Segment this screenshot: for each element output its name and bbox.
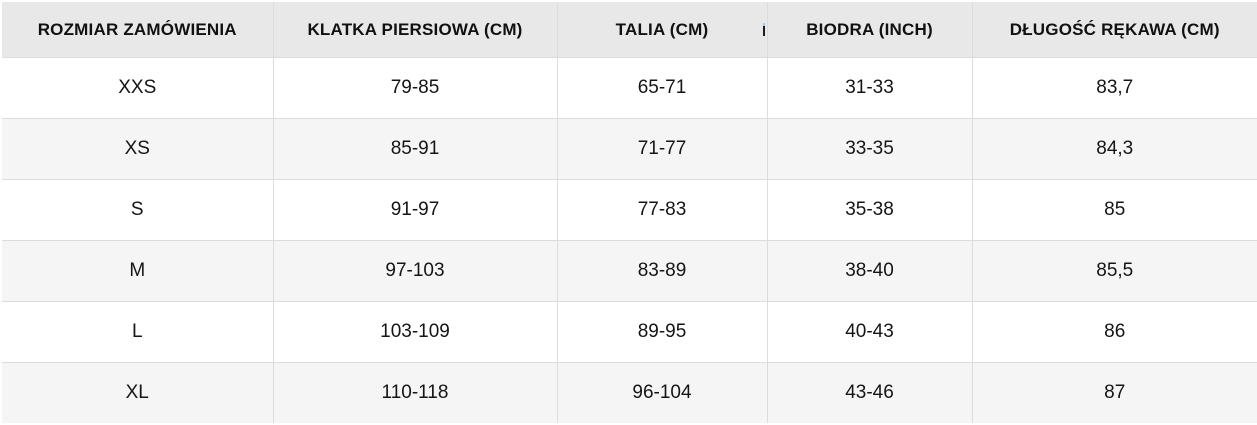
measurement-cell: 85,5 <box>971 240 1257 302</box>
measurement-cell: 31-33 <box>766 57 973 119</box>
size-cell: XXS <box>2 57 274 119</box>
measurement-cell: 91-97 <box>272 179 558 241</box>
measurement-cell: 43-46 <box>766 362 973 423</box>
measurement-cell: 33-35 <box>766 118 973 180</box>
table-header: ROZMIAR ZAMÓWIENIA KLATKA PIERSIOWA (CM)… <box>2 2 1257 58</box>
measurement-cell: 79-85 <box>272 57 558 119</box>
measurement-cell: 96-104 <box>556 362 768 423</box>
table-row: M 97-103 83-89 38-40 85,5 <box>2 240 1257 302</box>
measurement-cell: 71-77 <box>556 118 768 180</box>
size-cell: XL <box>2 362 274 423</box>
column-header-biodra: BIODRA (INCH) <box>766 2 973 58</box>
table-body: XXS 79-85 65-71 31-33 83,7 XS 85-91 71-77 33-35 8… <box>2 57 1257 423</box>
size-cell: L <box>2 301 274 363</box>
measurement-cell: 65-71 <box>556 57 768 119</box>
size-cell: S <box>2 179 274 241</box>
measurement-cell: 110-118 <box>272 362 558 423</box>
column-header-klatka-piersiowa: KLATKA PIERSIOWA (CM) <box>272 2 558 58</box>
size-cell: M <box>2 240 274 302</box>
column-header-rozmiar-zamowienia: ROZMIAR ZAMÓWIENIA <box>2 2 274 58</box>
table-row: S 91-97 77-83 35-38 85 <box>2 179 1257 241</box>
table-row: L 103-109 89-95 40-43 86 <box>2 301 1257 363</box>
measurement-cell: 35-38 <box>766 179 973 241</box>
measurement-cell: 85-91 <box>272 118 558 180</box>
measurement-cell: 83-89 <box>556 240 768 302</box>
clipped-glyph-fragment <box>763 23 765 36</box>
measurement-cell: 89-95 <box>556 301 768 363</box>
measurement-cell: 86 <box>971 301 1257 363</box>
table-row: XS 85-91 71-77 33-35 84,3 <box>2 118 1257 180</box>
header-row: ROZMIAR ZAMÓWIENIA KLATKA PIERSIOWA (CM)… <box>2 2 1257 58</box>
measurement-cell: 38-40 <box>766 240 973 302</box>
measurement-cell: 87 <box>971 362 1257 423</box>
table-row: XXS 79-85 65-71 31-33 83,7 <box>2 57 1257 119</box>
measurement-cell: 77-83 <box>556 179 768 241</box>
measurement-cell: 40-43 <box>766 301 973 363</box>
column-header-talia: TALIA (CM) <box>556 2 768 58</box>
measurement-cell: 85 <box>971 179 1257 241</box>
measurement-cell: 103-109 <box>272 301 558 363</box>
measurement-cell: 83,7 <box>971 57 1257 119</box>
size-cell: XS <box>2 118 274 180</box>
measurement-cell: 97-103 <box>272 240 558 302</box>
table-row: XL 110-118 96-104 43-46 87 <box>2 362 1257 423</box>
column-header-dlugosc-rekawa: DŁUGOŚĆ RĘKAWA (CM) <box>971 2 1257 58</box>
measurement-cell: 84,3 <box>971 118 1257 180</box>
